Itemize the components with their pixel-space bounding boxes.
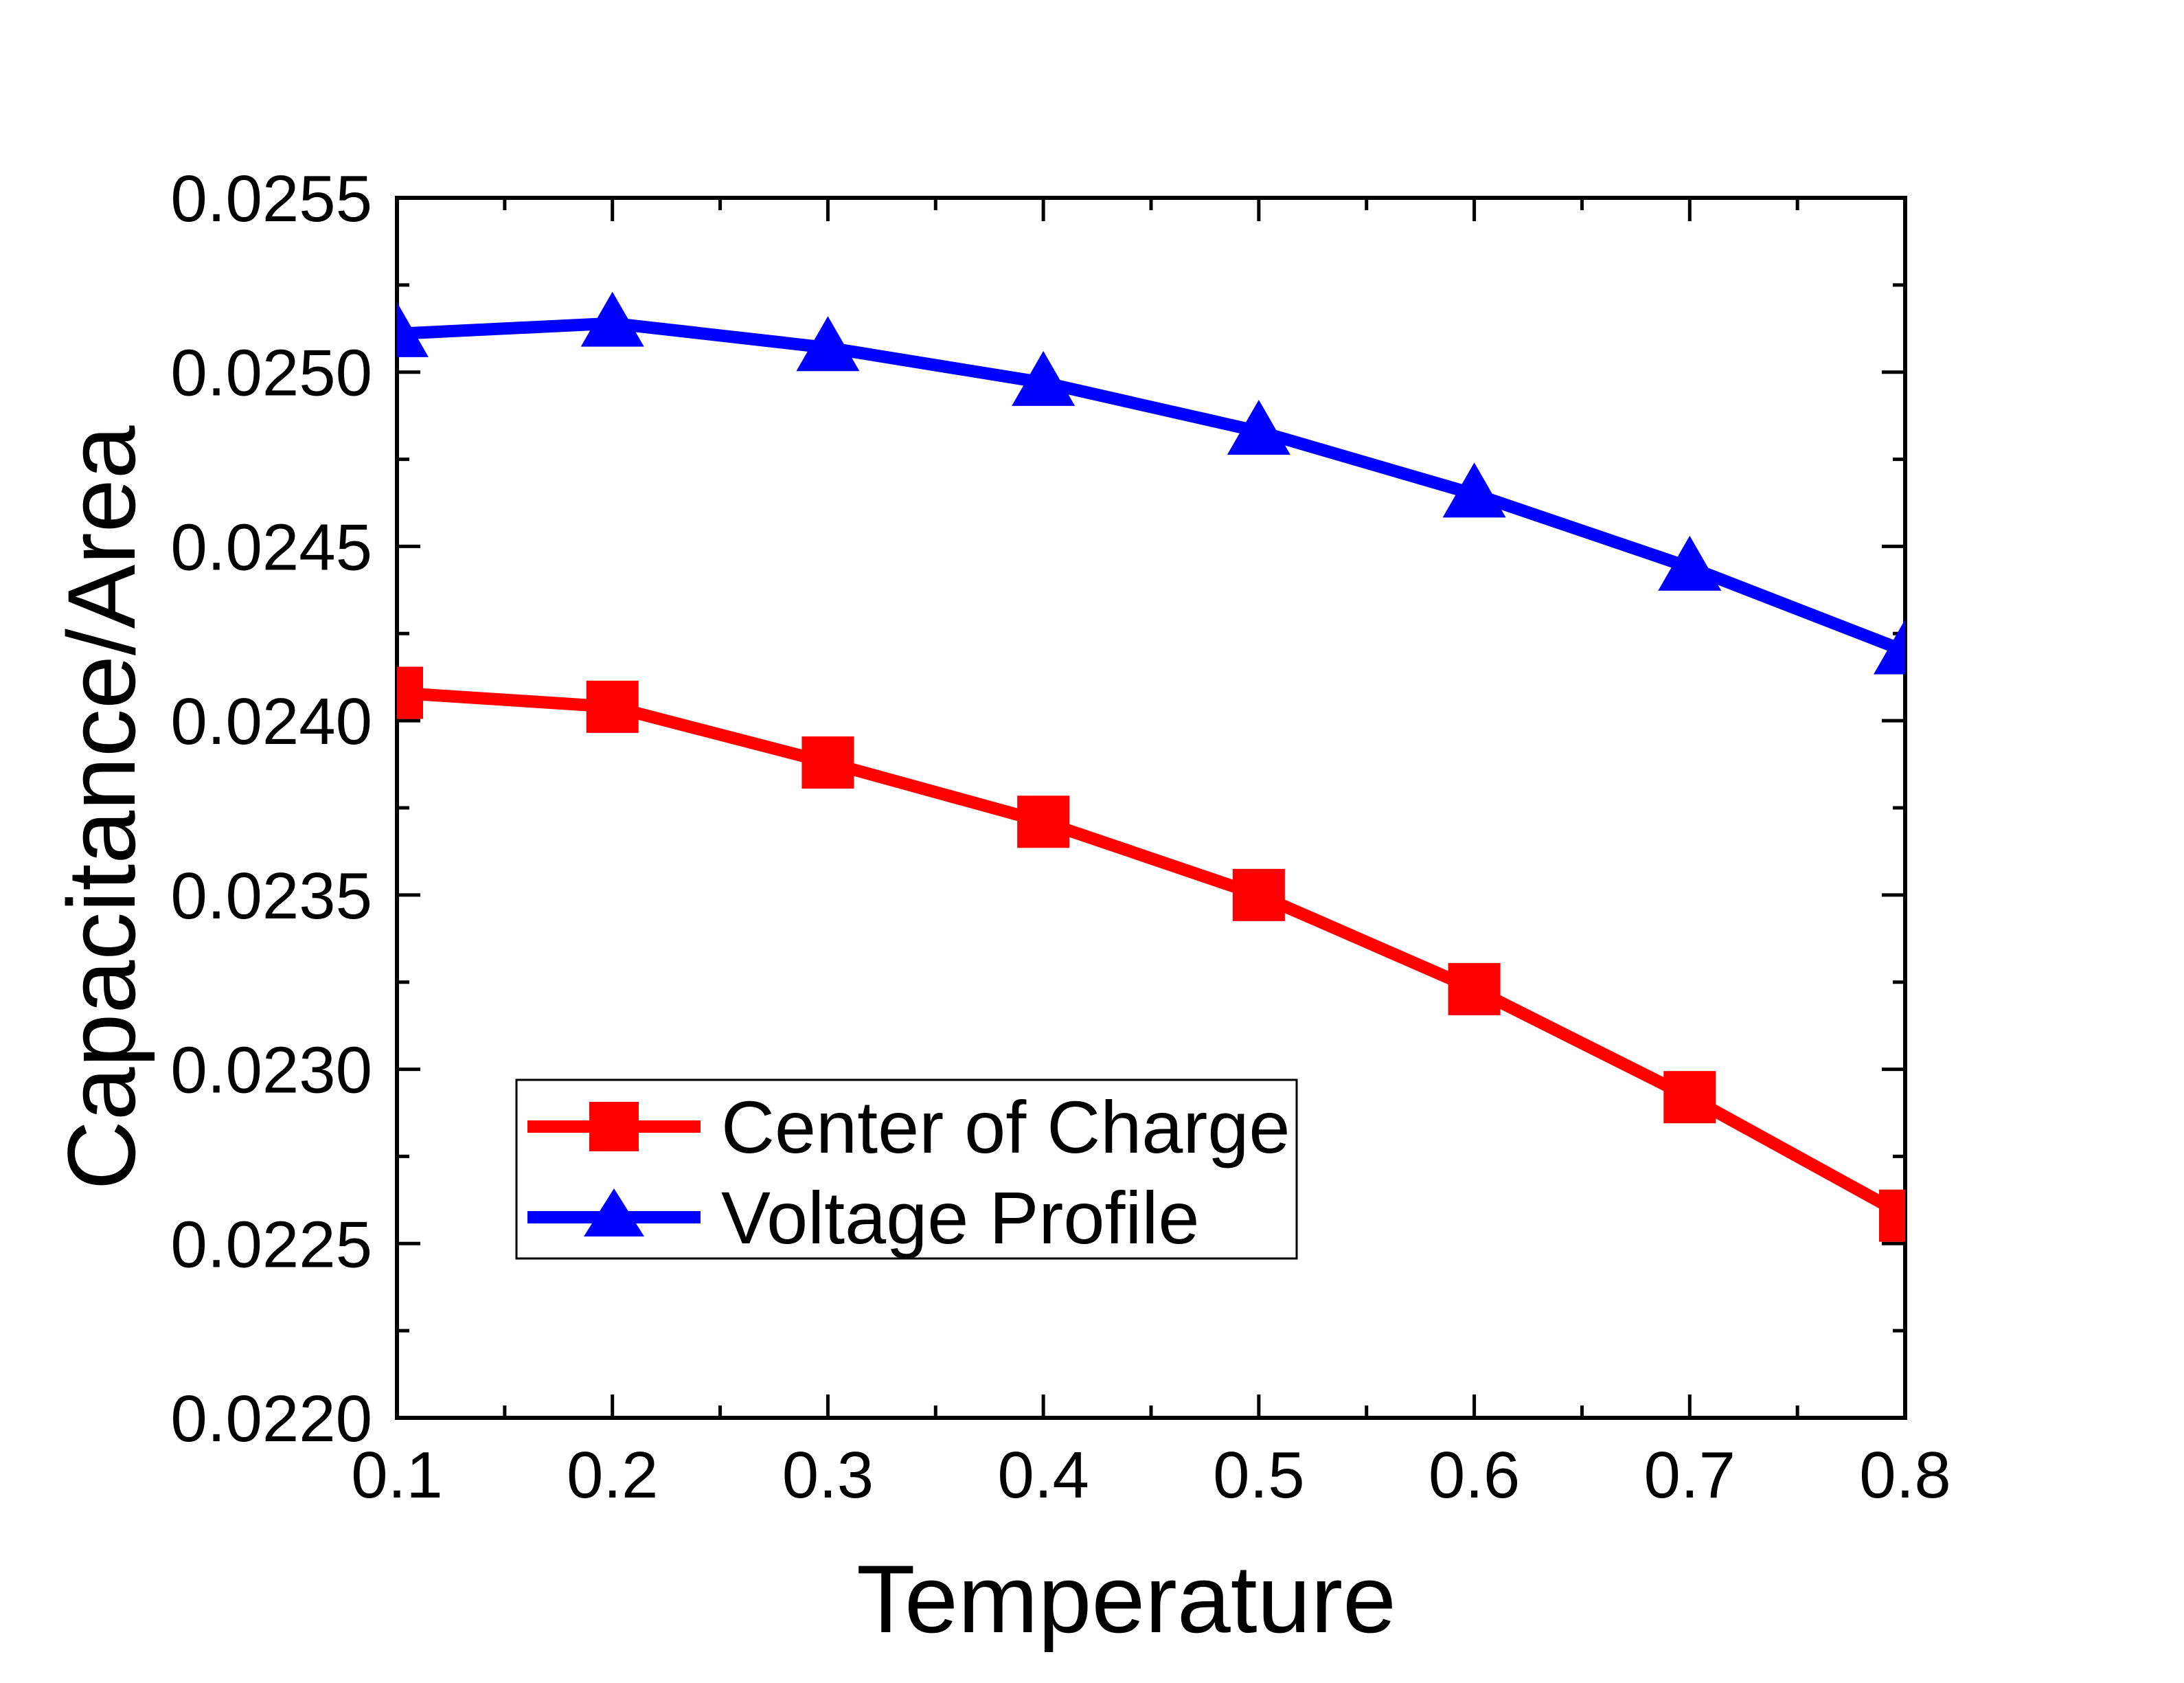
- data-point-square: [1232, 868, 1285, 921]
- data-point-triangle: [397, 302, 429, 357]
- y-axis-title: Capacitance/Area: [47, 425, 155, 1190]
- series-line-voltage-profile: [397, 317, 1905, 657]
- y-tick-label: 0.0240: [170, 685, 372, 758]
- y-tick-label: 0.0250: [170, 337, 372, 410]
- data-point-triangle: [1227, 399, 1290, 455]
- data-point-triangle: [796, 316, 860, 372]
- legend-label-voltage-profile: Voltage Profile: [721, 1176, 1199, 1259]
- data-point-square: [1448, 962, 1501, 1015]
- series-layer: [397, 291, 1905, 1242]
- y-tick-label: 0.0220: [170, 1382, 372, 1456]
- series-line-center-of-charge: [397, 686, 1905, 1221]
- data-point-square: [397, 666, 423, 719]
- data-point-square: [1879, 1189, 1905, 1242]
- legend-marker-square: [589, 1102, 639, 1151]
- y-tick-label: 0.0230: [170, 1034, 372, 1107]
- x-tick-label: 0.4: [997, 1438, 1089, 1512]
- data-point-square: [1663, 1071, 1716, 1124]
- legend: Center of Charge Voltage Profile: [515, 1078, 1298, 1260]
- data-point-triangle: [1012, 350, 1076, 406]
- x-tick-label: 0.2: [567, 1438, 658, 1512]
- data-point-triangle: [1442, 462, 1506, 518]
- data-point-square: [586, 680, 639, 733]
- legend-box: [515, 1078, 1298, 1260]
- data-point-triangle: [1874, 619, 1905, 675]
- y-tick-label: 0.0245: [170, 510, 372, 584]
- data-point-triangle: [1658, 535, 1722, 591]
- legend-marker-triangle: [584, 1188, 644, 1236]
- y-tick-labels: 0.0220 0.0225 0.0230 0.0235 0.0240 0.0245 0.02…: [170, 162, 372, 1456]
- x-tick-label: 0.7: [1644, 1438, 1736, 1512]
- x-tick-label: 0.5: [1213, 1438, 1304, 1512]
- y-tick-label: 0.0225: [170, 1208, 372, 1281]
- legend-label-center-of-charge: Center of Charge: [721, 1085, 1290, 1168]
- data-point-square: [1017, 795, 1070, 848]
- x-tick-label: 0.1: [351, 1438, 442, 1512]
- x-tick-labels: 0.1 0.2 0.3 0.4 0.5 0.6 0.7 0.8: [351, 1438, 1950, 1512]
- y-tick-label: 0.0235: [170, 859, 372, 933]
- axis-ticks: [395, 196, 1907, 1420]
- data-point-square: [801, 736, 854, 789]
- x-tick-label: 0.3: [782, 1438, 874, 1512]
- x-tick-label: 0.8: [1859, 1438, 1950, 1512]
- y-tick-label: 0.0255: [170, 162, 372, 236]
- x-tick-label: 0.6: [1429, 1438, 1520, 1512]
- data-point-triangle: [580, 291, 644, 347]
- x-axis-title: Temperature: [856, 1545, 1396, 1653]
